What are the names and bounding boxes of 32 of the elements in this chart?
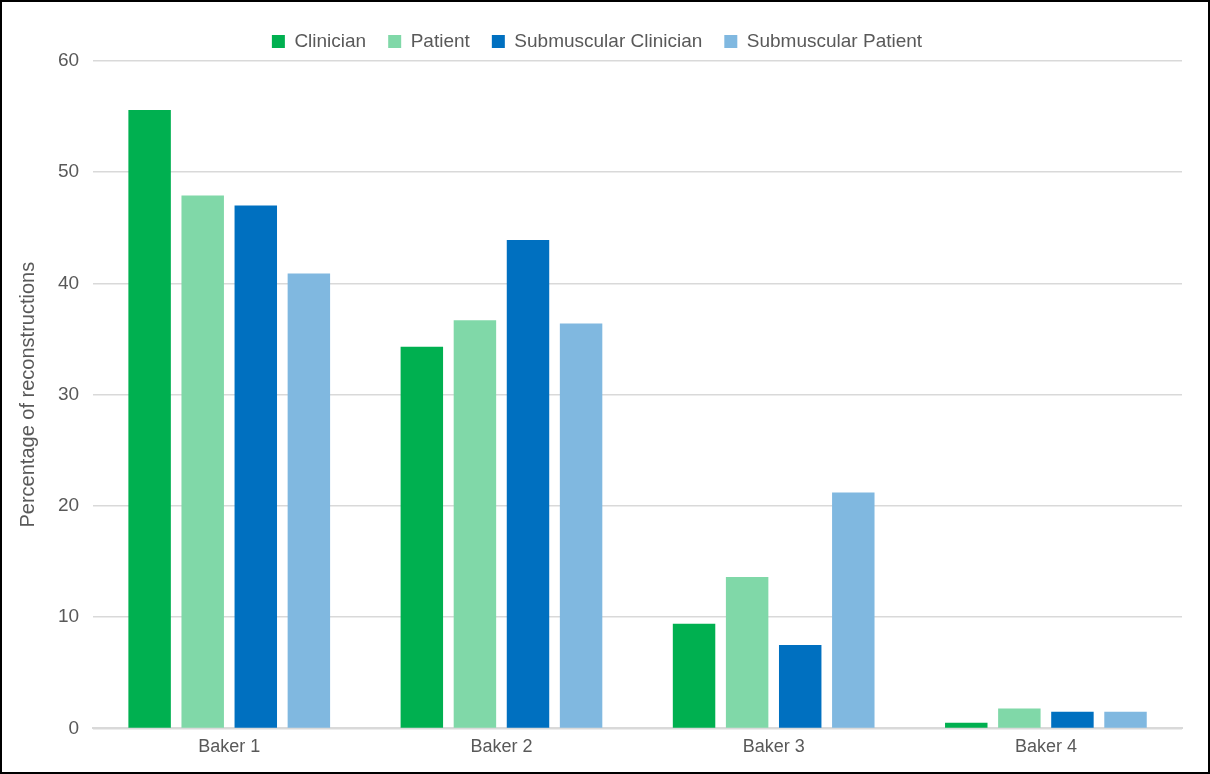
bar	[506, 240, 550, 728]
y-tick-label: 50	[57, 160, 80, 182]
bar	[559, 323, 603, 728]
legend-label: Submuscular Clinician	[514, 29, 703, 51]
bar	[672, 623, 716, 728]
y-tick-label: 10	[57, 605, 80, 627]
x-tick-label: Baker 1	[198, 736, 261, 757]
bar	[128, 109, 171, 728]
bar	[1051, 711, 1094, 728]
legend-label: Submuscular Patient	[746, 29, 923, 51]
bar	[778, 644, 822, 728]
y-tick-label: 20	[57, 494, 80, 516]
bar	[945, 722, 988, 728]
y-axis-title: Percentage of reconstructions	[15, 261, 38, 528]
y-tick-label: 60	[57, 49, 80, 71]
bar	[453, 320, 497, 728]
bar	[400, 346, 444, 728]
bar	[725, 577, 769, 728]
bar	[181, 195, 224, 728]
y-tick-label: 40	[57, 271, 80, 293]
bar	[1104, 711, 1147, 728]
legend-label: Clinician	[294, 29, 367, 51]
x-tick-label: Baker 4	[1014, 736, 1077, 757]
x-tick-label: Baker 2	[470, 736, 533, 757]
legend-label: Patient	[410, 29, 471, 51]
bar	[832, 492, 875, 728]
bar	[287, 273, 331, 728]
x-tick-label: Baker 3	[742, 736, 805, 757]
y-tick-label: 30	[57, 382, 80, 404]
bar	[998, 708, 1041, 728]
y-tick-label: 0	[68, 716, 80, 738]
bar	[234, 205, 278, 728]
